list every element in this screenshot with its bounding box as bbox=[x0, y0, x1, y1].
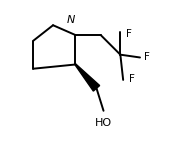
Text: F: F bbox=[144, 52, 150, 62]
Text: N: N bbox=[67, 15, 76, 25]
Polygon shape bbox=[75, 64, 100, 91]
Text: HO: HO bbox=[95, 118, 112, 128]
Text: F: F bbox=[129, 74, 135, 84]
Text: F: F bbox=[126, 29, 132, 39]
